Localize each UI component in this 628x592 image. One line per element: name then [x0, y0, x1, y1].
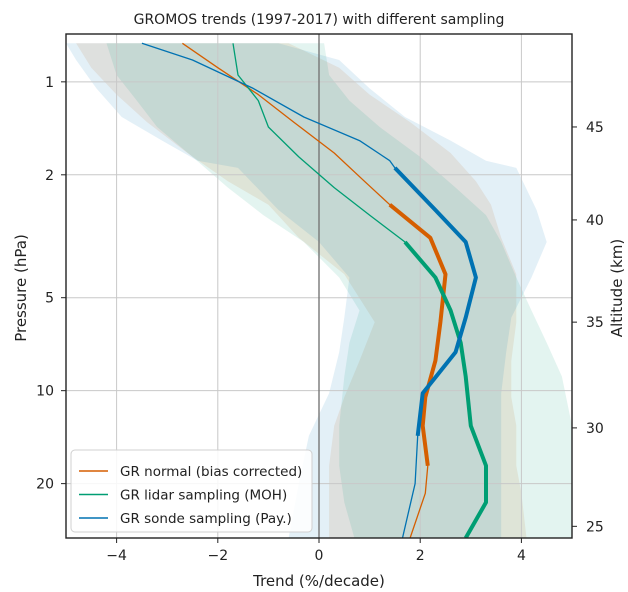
- y-tick-label: 1: [45, 75, 54, 91]
- series-lines: [141, 42, 488, 538]
- x-tick-label: 0: [315, 548, 324, 564]
- y-axis-right-label: Altitude (km): [608, 239, 626, 337]
- legend-label-1: GR normal (bias corrected): [120, 464, 302, 480]
- y-tick-label: 2: [45, 168, 54, 184]
- y-tick-label: 10: [36, 384, 54, 400]
- uncertainty-band-3: [66, 43, 547, 538]
- legend: GR normal (bias corrected) GR lidar sampl…: [70, 449, 313, 533]
- altitude-tick-label: 45: [586, 120, 604, 136]
- uncertainty-band-1: [76, 43, 527, 538]
- series-significant-3: [393, 166, 478, 437]
- y-tick-label: 5: [45, 291, 54, 307]
- legend-label-3: GR sonde sampling (Pay.): [120, 511, 292, 527]
- x-tick-label: 2: [416, 548, 425, 564]
- series-significant-1: [388, 203, 448, 466]
- legend-box: [70, 449, 313, 533]
- uncertainty-bands: [66, 43, 572, 538]
- y-tick-label: 20: [36, 477, 54, 493]
- y-axis-label: Pressure (hPa): [12, 234, 30, 342]
- uncertainty-band-2: [106, 43, 572, 538]
- altitude-tick-label: 35: [586, 315, 604, 331]
- altitude-tick-label: 30: [586, 421, 604, 437]
- x-tick-label: −2: [207, 548, 228, 564]
- legend-label-2: GR lidar sampling (MOH): [120, 488, 287, 504]
- x-axis-label: Trend (%/decade): [252, 572, 385, 590]
- chart-title: GROMOS trends (1997-2017) with different…: [134, 12, 505, 28]
- x-tick-label: 4: [517, 548, 526, 564]
- series-significant-2: [403, 240, 488, 538]
- altitude-tick-label: 25: [586, 519, 604, 535]
- x-tick-label: −4: [106, 548, 127, 564]
- altitude-tick-label: 40: [586, 213, 604, 229]
